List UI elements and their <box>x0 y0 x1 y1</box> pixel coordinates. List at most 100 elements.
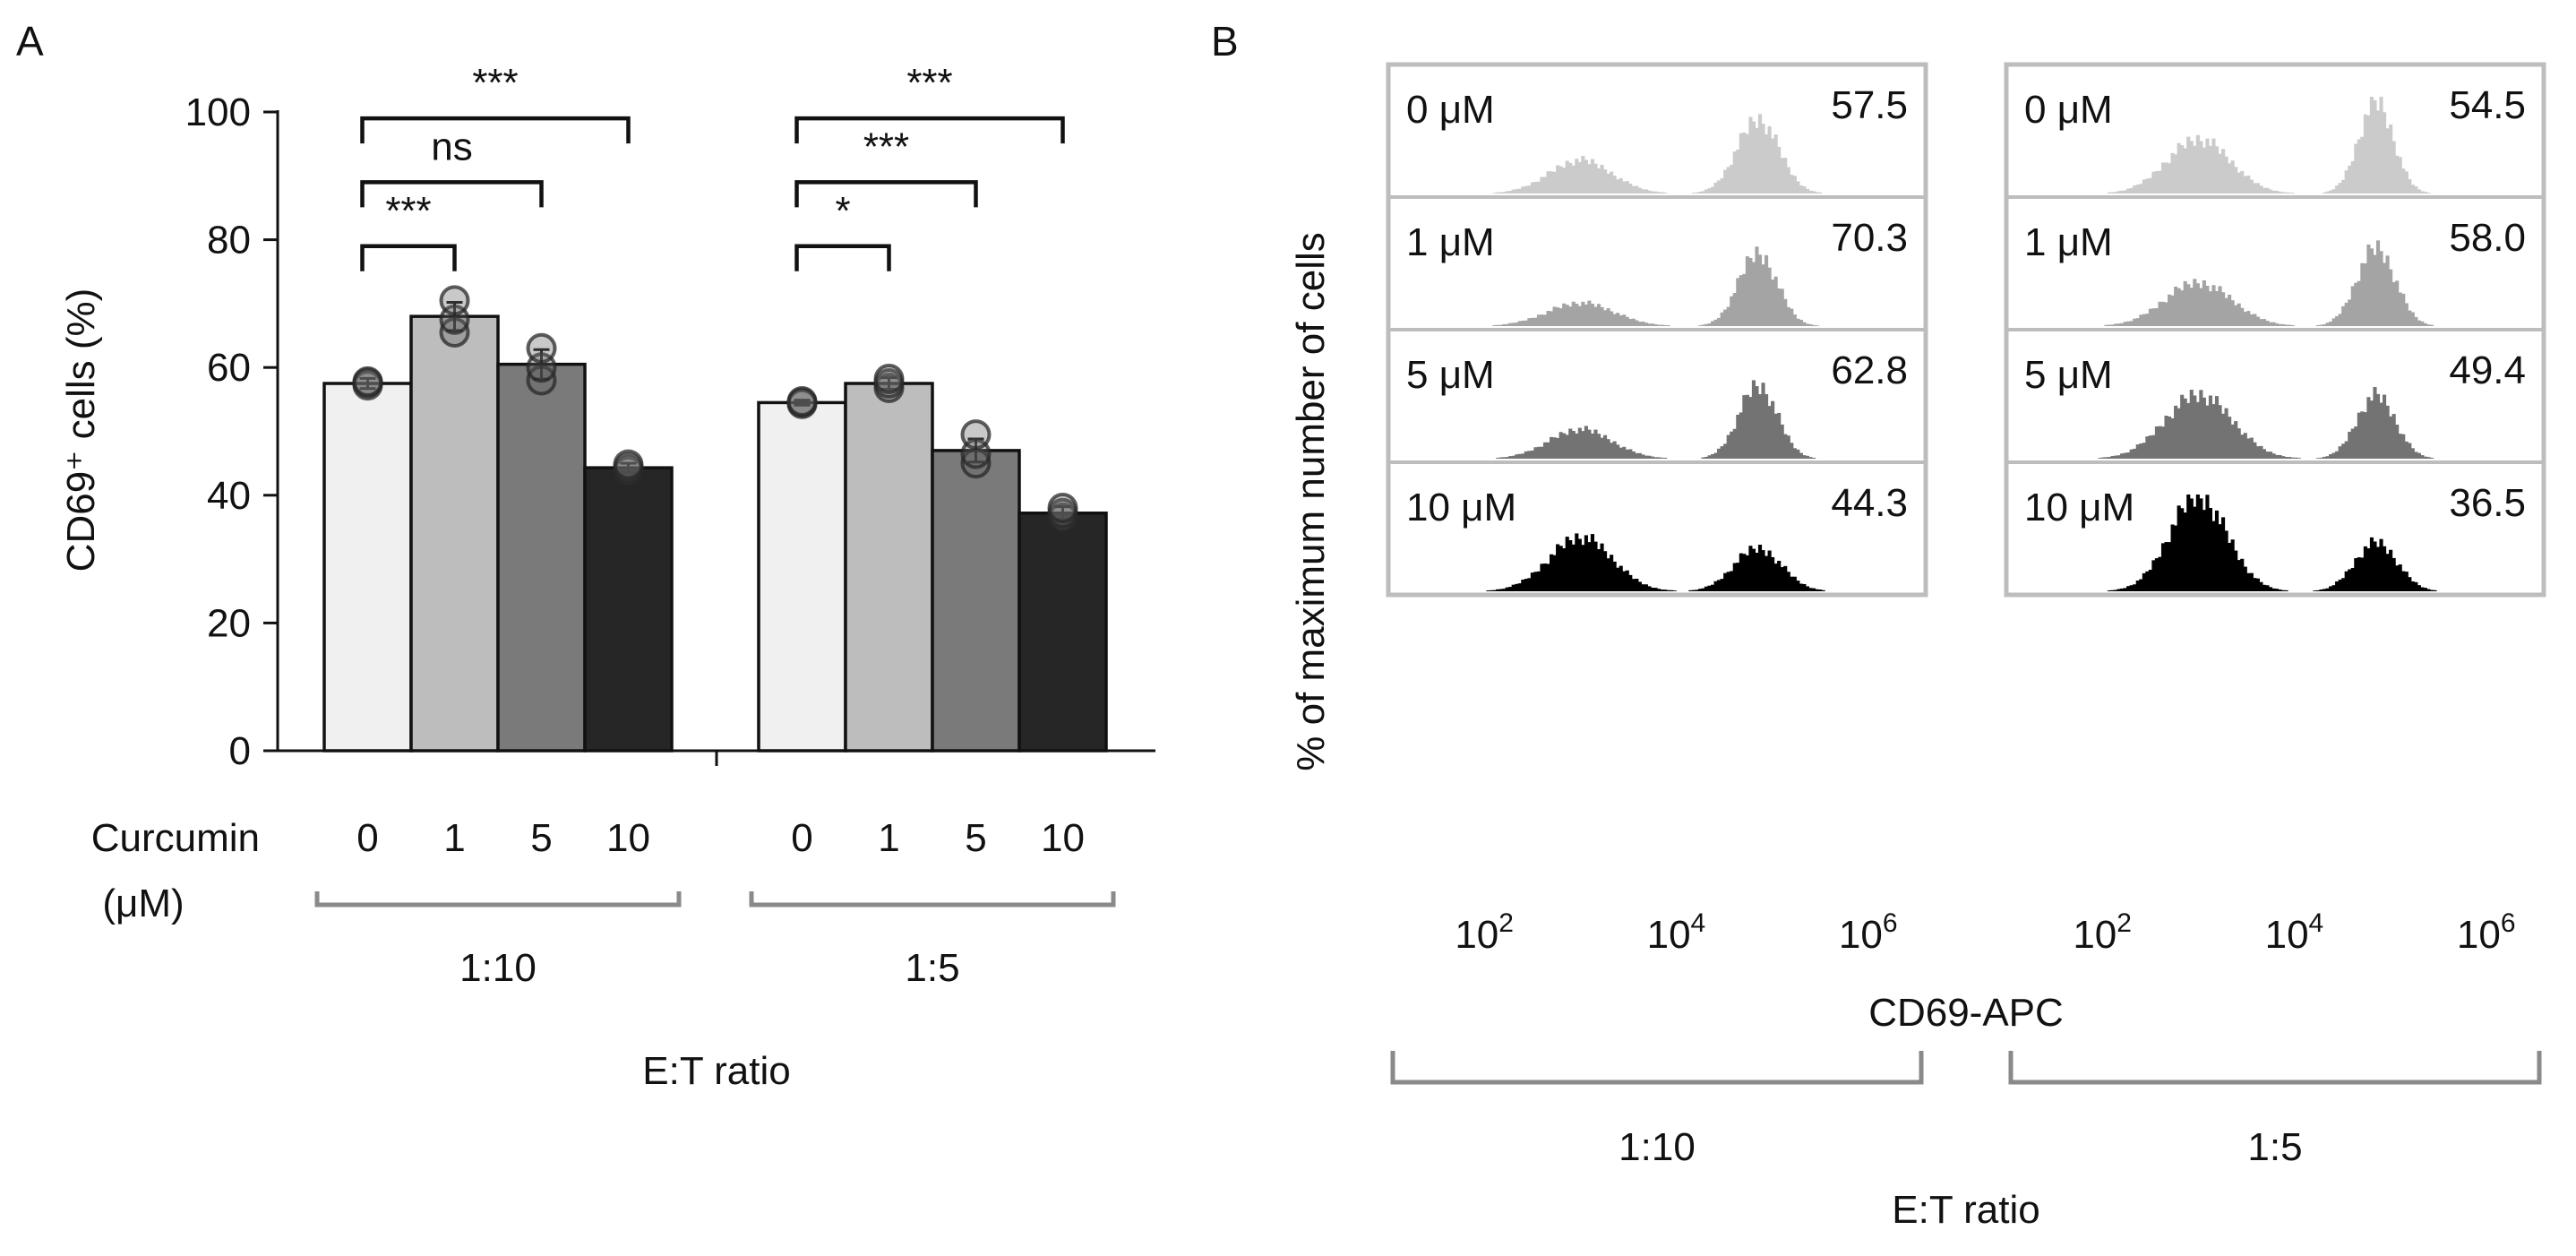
histogram-bin <box>2278 323 2282 326</box>
histogram-bin <box>1711 453 1715 459</box>
histogram-bin <box>1533 447 1538 459</box>
histogram-bin <box>1745 256 1749 326</box>
percent-positive-label: 70.3 <box>1831 216 1908 260</box>
histogram-bin <box>2315 589 2321 591</box>
histogram-bin <box>1644 189 1649 194</box>
histogram-bin <box>1739 133 1743 194</box>
histogram-bin <box>2391 414 2396 459</box>
histogram-bin <box>1730 164 1734 194</box>
histogram-bin <box>1565 305 1569 326</box>
histogram-bin <box>1631 451 1636 459</box>
histogram-bin <box>1587 542 1592 591</box>
histogram-bin <box>1792 176 1797 194</box>
histogram-bin <box>1517 321 1522 326</box>
histogram-bin <box>2344 302 2348 326</box>
histogram-bin <box>1596 549 1601 591</box>
histogram-bin <box>2401 293 2406 326</box>
histogram-bin <box>1765 134 1769 194</box>
histogram-bin <box>2199 498 2203 591</box>
histogram-bin <box>2126 321 2131 326</box>
histogram-bin <box>2189 288 2194 326</box>
histogram-bin <box>2110 324 2115 326</box>
histogram-bin <box>1616 567 1620 591</box>
histogram-bin <box>1625 449 1629 459</box>
histogram-bin <box>2262 584 2267 591</box>
histogram-bin <box>1670 589 1674 591</box>
histogram-bin <box>2278 454 2282 459</box>
histogram-bin <box>1511 323 1516 326</box>
histogram-bin <box>2398 292 2402 326</box>
histogram-bin <box>1577 538 1582 591</box>
histogram-bin <box>2395 565 2400 591</box>
histogram-bin <box>1748 546 1753 591</box>
histogram-bin <box>1811 457 1816 459</box>
x-tick-base: 10 <box>2457 913 2501 957</box>
histogram-bin <box>1660 589 1664 591</box>
histogram-bin <box>1805 188 1810 194</box>
histogram-bin <box>1530 572 1534 591</box>
histogram-bin <box>2199 141 2203 194</box>
histogram-bin <box>2344 170 2348 194</box>
histogram-bin <box>1606 439 1610 459</box>
histogram-bin <box>1780 158 1784 194</box>
histogram-bin <box>1730 571 1734 591</box>
histogram-bin <box>2265 452 2270 459</box>
histogram-bin <box>1739 275 1743 326</box>
histogram-bin <box>1704 323 1709 326</box>
histogram-bin <box>2268 322 2273 326</box>
histogram-bin <box>1811 324 1816 326</box>
histogram-bin <box>2193 279 2197 326</box>
percent-positive-label: 36.5 <box>2449 481 2526 525</box>
histogram-bin <box>2135 581 2140 591</box>
histogram-bin <box>2164 415 2168 459</box>
histogram-bin <box>1713 319 1718 326</box>
histogram-bin <box>2348 569 2352 591</box>
bar <box>931 449 1021 753</box>
histogram-bin <box>2429 589 2434 591</box>
histogram-bin <box>1603 169 1608 194</box>
histogram-bin <box>1751 262 1756 326</box>
histogram-bin <box>1732 151 1737 194</box>
histogram-bin <box>1657 589 1662 591</box>
histogram-bin <box>2243 176 2247 194</box>
histogram-bin <box>1628 449 1633 459</box>
histogram-bin <box>1524 185 1528 194</box>
histogram-bin <box>1650 323 1655 326</box>
ratio-bracket <box>2008 1051 2542 1085</box>
histogram-bin <box>2255 446 2260 459</box>
percent-positive-label: 49.4 <box>2449 348 2526 392</box>
histogram-bin <box>1707 323 1712 326</box>
histogram-bin <box>1606 558 1610 591</box>
histogram-bin <box>2414 316 2418 326</box>
histogram-bin <box>2110 589 2115 591</box>
histogram-bin <box>1691 193 1696 194</box>
histogram-bin <box>2133 185 2137 194</box>
histogram-bin <box>1742 133 1747 194</box>
histogram-bin <box>1540 446 1544 459</box>
histogram-bin <box>2107 590 2112 591</box>
histogram-bin <box>2246 438 2251 459</box>
histogram-bin <box>1726 572 1730 591</box>
histogram-bin <box>1521 580 1525 591</box>
histogram-bin <box>2168 294 2172 326</box>
histogram-bin <box>1657 324 1662 326</box>
histogram-bin <box>1821 589 1825 591</box>
histogram-bin <box>2135 185 2140 194</box>
histogram-bin <box>1755 246 1759 326</box>
histogram-bin <box>1796 449 1800 459</box>
x-axis-title: CD69-APC <box>1868 991 2064 1035</box>
histogram-bin <box>2208 507 2213 591</box>
histogram-bin <box>2202 397 2206 459</box>
histogram-bin <box>2183 512 2187 591</box>
histogram-bin <box>1498 457 1503 459</box>
histogram-bin <box>1815 192 1819 194</box>
histogram-bin <box>1711 321 1715 326</box>
histogram-bin <box>1498 192 1503 194</box>
histogram-bin <box>2395 424 2400 459</box>
percent-positive-label: 62.8 <box>1831 348 1908 392</box>
histogram-bin <box>2246 572 2251 591</box>
histogram-bin <box>2265 585 2270 591</box>
histogram-bin <box>1631 185 1636 194</box>
histogram-bin <box>2331 318 2336 326</box>
histogram-bin <box>1726 306 1730 326</box>
